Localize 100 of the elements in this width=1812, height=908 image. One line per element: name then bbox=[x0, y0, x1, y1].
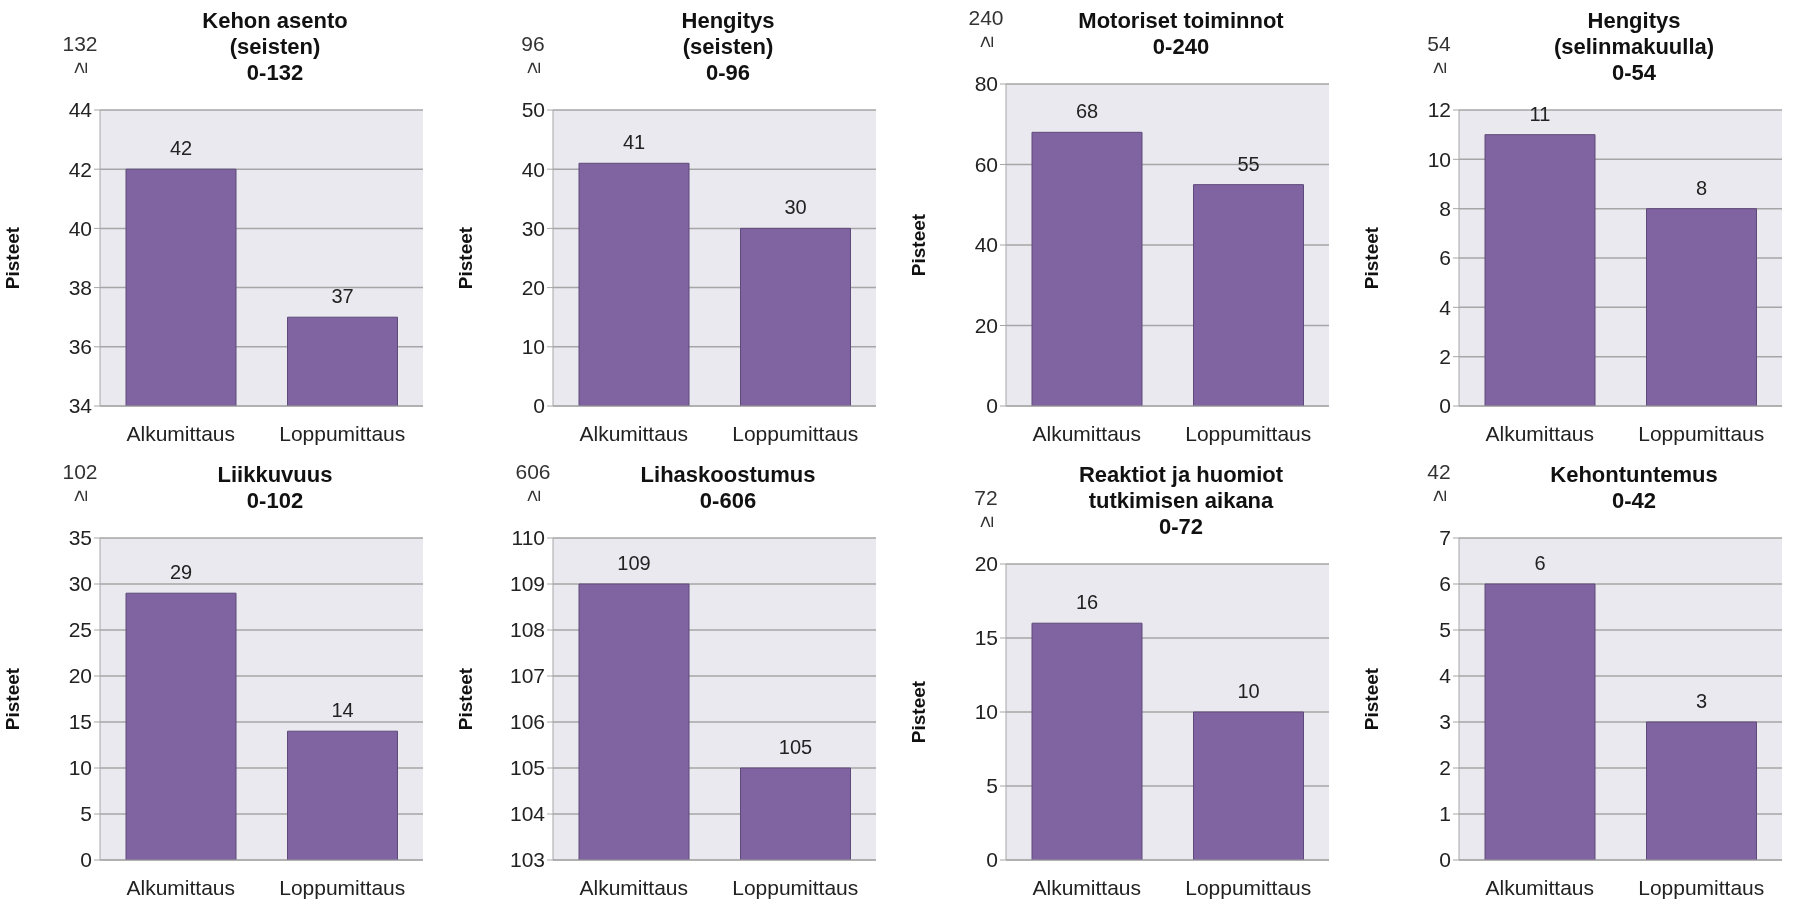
x-tick-label: Loppumittaus bbox=[1185, 875, 1312, 899]
y-tick-label: 25 bbox=[68, 618, 92, 642]
chart-title: Liikkuvuus 0-102 bbox=[216, 462, 334, 514]
data-label: 16 bbox=[1075, 591, 1099, 614]
y-tick-label: 20 bbox=[974, 552, 998, 576]
x-tick-label: Alkumittaus bbox=[126, 875, 236, 899]
data-label: 30 bbox=[784, 196, 807, 219]
y-axis-title: Pisteet bbox=[454, 226, 476, 290]
y-tick-label: 7 bbox=[1439, 526, 1451, 550]
x-tick-label: Loppumittaus bbox=[1638, 421, 1765, 445]
y-tick-label: 1 bbox=[1439, 802, 1451, 826]
y-tick-label: 42 bbox=[68, 157, 92, 181]
data-label: 11 bbox=[1529, 102, 1551, 125]
y-tick-label: 106 bbox=[509, 710, 545, 734]
data-label: 29 bbox=[169, 561, 193, 584]
data-label: 8 bbox=[1695, 176, 1708, 199]
x-tick-label: Alkumittaus bbox=[579, 421, 689, 445]
y-tick-label: 35 bbox=[68, 526, 92, 550]
text: 54 ≥ bbox=[1426, 32, 1452, 76]
y-tick-label: 5 bbox=[80, 802, 92, 826]
data-label: 68 bbox=[1075, 100, 1099, 123]
y-tick-label: 15 bbox=[68, 710, 92, 734]
y-tick-label: 34 bbox=[68, 394, 93, 418]
y-tick-label: 40 bbox=[521, 157, 545, 181]
chart-title: Kehontuntemus 0-42 bbox=[1549, 462, 1719, 514]
y-tick-label: 5 bbox=[1439, 618, 1451, 642]
data-label: 6 bbox=[1534, 552, 1546, 574]
data-label: 41 bbox=[622, 131, 646, 154]
x-tick-label: Loppumittaus bbox=[279, 875, 406, 899]
y-tick-label: 4 bbox=[1439, 295, 1452, 319]
x-tick-label: Alkumittaus bbox=[1485, 421, 1595, 445]
y-tick-label: 0 bbox=[80, 848, 92, 872]
y-axis-title: Pisteet bbox=[1, 226, 23, 290]
y-tick-label: 108 bbox=[509, 618, 545, 642]
x-tick-label: Alkumittaus bbox=[579, 875, 689, 899]
y-tick-label: 60 bbox=[974, 152, 998, 176]
data-label: 109 bbox=[617, 552, 651, 574]
y-axis-title: Pisteet bbox=[1360, 667, 1382, 731]
y-tick-label: 6 bbox=[1439, 572, 1451, 596]
text: 96 ≥ bbox=[520, 32, 546, 76]
data-label: 10 bbox=[1237, 680, 1260, 702]
y-tick-label: 30 bbox=[521, 216, 545, 240]
x-tick-label: Loppumittaus bbox=[1638, 875, 1765, 899]
text: 240 ≥ bbox=[967, 6, 1005, 50]
y-tick-label: 40 bbox=[974, 233, 998, 257]
y-tick-label: 10 bbox=[1427, 147, 1451, 171]
y-tick-label: 2 bbox=[1439, 345, 1451, 369]
y-tick-label: 0 bbox=[533, 394, 545, 418]
data-label: 42 bbox=[169, 137, 193, 160]
chart-title: Lihaskoostumus 0-606 bbox=[639, 462, 817, 514]
chart-title: Reaktiot ja huomiot tutkimisen aikana 0-72 bbox=[1077, 462, 1285, 540]
y-tick-label: 4 bbox=[1439, 664, 1452, 688]
x-tick-label: Alkumittaus bbox=[1032, 421, 1142, 445]
data-label: 3 bbox=[1695, 690, 1708, 712]
y-axis-title: Pisteet bbox=[454, 667, 476, 731]
y-tick-label: 30 bbox=[68, 572, 92, 596]
y-tick-label: 44 bbox=[68, 98, 93, 122]
y-tick-label: 104 bbox=[509, 802, 546, 826]
y-tick-label: 50 bbox=[521, 98, 545, 122]
text: 72 ≥ bbox=[973, 486, 999, 530]
y-tick-label: 12 bbox=[1427, 98, 1451, 122]
chart-title: Motoriset toiminnot 0-240 bbox=[1077, 8, 1285, 60]
y-tick-label: 107 bbox=[509, 664, 545, 688]
data-label: 55 bbox=[1237, 152, 1260, 175]
y-tick-label: 20 bbox=[521, 276, 545, 300]
y-tick-label: 8 bbox=[1439, 197, 1451, 221]
y-tick-label: 38 bbox=[68, 276, 92, 300]
y-tick-label: 10 bbox=[521, 335, 545, 359]
y-tick-label: 80 bbox=[974, 72, 998, 96]
y-tick-label: 2 bbox=[1439, 756, 1451, 780]
text: 102 ≥ bbox=[61, 460, 99, 504]
y-tick-label: 20 bbox=[68, 664, 92, 688]
y-tick-label: 3 bbox=[1439, 710, 1451, 734]
x-tick-label: Loppumittaus bbox=[732, 421, 859, 445]
y-tick-label: 109 bbox=[509, 572, 545, 596]
text: 606 ≥ bbox=[514, 460, 552, 504]
y-tick-label: 110 bbox=[511, 526, 545, 550]
y-tick-label: 20 bbox=[974, 313, 998, 337]
y-axis-title: Pisteet bbox=[1, 667, 23, 731]
y-axis-title: Pisteet bbox=[907, 213, 929, 277]
y-tick-label: 36 bbox=[68, 335, 92, 359]
x-tick-label: Alkumittaus bbox=[1485, 875, 1595, 899]
data-label: 105 bbox=[778, 736, 813, 758]
x-tick-label: Alkumittaus bbox=[1032, 875, 1142, 899]
y-tick-label: 0 bbox=[1439, 394, 1451, 418]
y-tick-label: 15 bbox=[974, 626, 998, 650]
chart-title: Hengitys (selinmakuulla) 0-54 bbox=[1552, 8, 1716, 86]
chart-title: Kehon asento (seisten) 0-132 bbox=[201, 8, 349, 86]
y-tick-label: 105 bbox=[509, 756, 545, 780]
y-axis-title: Pisteet bbox=[907, 680, 929, 744]
y-tick-label: 10 bbox=[974, 700, 998, 724]
text: 42 ≥ bbox=[1426, 460, 1452, 504]
x-tick-label: Loppumittaus bbox=[279, 421, 406, 445]
y-tick-label: 10 bbox=[68, 756, 92, 780]
x-tick-label: Loppumittaus bbox=[1185, 421, 1312, 445]
y-tick-label: 103 bbox=[509, 848, 545, 872]
text: 132 ≥ bbox=[61, 32, 99, 76]
chart-title: Hengitys (seisten) 0-96 bbox=[680, 8, 776, 86]
data-label: 14 bbox=[331, 699, 354, 722]
y-tick-label: 0 bbox=[986, 394, 998, 418]
